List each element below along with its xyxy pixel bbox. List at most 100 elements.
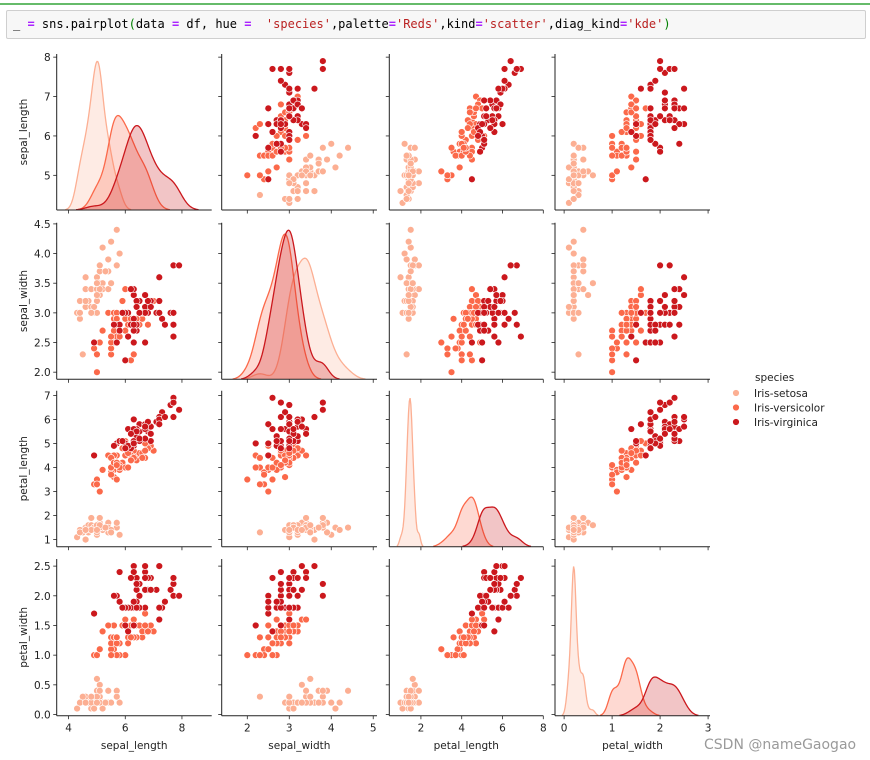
scatter-point [302,615,310,624]
scatter-point [264,104,272,113]
scatter-point [130,350,138,359]
scatter-point [264,598,272,606]
scatter-point [319,167,327,176]
scatter-point [449,633,458,642]
scatter-point [293,574,302,582]
scatter-point [298,422,306,431]
scatter-point [113,475,121,484]
scatter-point [264,451,272,460]
scatter-point [285,639,293,647]
scatter-point [570,291,578,299]
kde-fill-Iris-setosa [389,398,544,547]
scatter-point [627,332,635,341]
scatter-point [310,562,319,570]
scatter-point [323,155,331,164]
plot-area [558,566,707,716]
scatter-point [474,309,482,317]
scatter-point [447,368,456,376]
scatter-point [488,603,497,612]
scatter-point [402,195,411,203]
x-tick-label: 4 [65,723,72,735]
scatter-point [517,574,525,582]
subplot-petal_width-vs-sepal_length: 4 6 8 0.0 0.5 1.0 1.5 2.0 2.5 sepal_length petal_w… [18,559,212,752]
scatter-point [656,406,664,414]
scatter-point [115,698,124,707]
scatter-point [462,621,470,630]
scatter-point [298,171,306,180]
scatter-point [81,526,90,534]
scatter-point [402,255,411,264]
scatter-point [511,309,519,317]
code-cell-input[interactable]: _ = sns.pairplot(data = df, hue = 'speci… [6,10,866,39]
scatter-point [617,332,626,341]
scatter-point [285,112,293,120]
scatter-point [302,687,310,695]
scatter-point [110,442,118,450]
scatter-point [293,84,302,93]
scatter-point [285,627,293,636]
scatter-point [256,693,264,701]
scatter-point [335,698,344,707]
scatter-point [500,321,509,329]
code-token: = [171,17,180,31]
scatter-point [264,420,272,428]
scatter-point [298,104,306,113]
scatter-point [570,187,578,195]
scatter-point [132,303,141,311]
scatter-point [293,136,302,144]
scatter-point [277,461,285,469]
scatter-point [264,144,272,152]
scatter-point [138,454,146,462]
scatter-point [141,621,149,630]
scatter-point [115,531,124,539]
scatter-point [285,401,293,409]
x-tick-label: 8 [179,723,186,735]
scatter-point [127,574,135,582]
scatter-point [570,514,578,522]
scatter-point [494,338,503,347]
y-tick-label: 6 [44,414,51,426]
x-tick-label: 3 [705,723,712,735]
scatter-point [135,592,144,600]
scatter-point [665,261,674,270]
scatter-point [277,633,285,642]
scatter-point [107,528,115,537]
scatter-point [264,167,272,176]
scatter-point [632,148,640,156]
scatter-point [344,687,352,695]
scatter-point [646,309,655,317]
scatter-point [451,151,460,160]
scatter-point [81,273,90,281]
scatter-point [298,681,306,689]
scatter-point [574,144,583,152]
scatter-point [144,297,152,305]
scatter-point [506,592,515,600]
legend-entry: Iris-versicolor [754,403,825,415]
scatter-point [327,698,335,707]
code-token: = [475,17,483,31]
legend-entry: Iris-setosa [754,388,808,400]
scatter-point [570,195,578,203]
scatter-point [617,128,626,136]
scatter-point [396,273,405,281]
scatter-point [113,693,121,701]
scatter-point [500,273,509,281]
scatter-point [680,413,688,421]
scatter-point [570,237,578,246]
scatter-point [319,406,327,414]
scatter-point [141,562,149,570]
scatter-point [646,104,655,113]
scatter-point [277,621,285,630]
scatter-point [285,136,293,144]
scatter-point [617,151,626,160]
scatter-point [264,487,272,496]
kde-line-Iris-virginica [619,676,699,716]
scatter-point [298,698,306,707]
kde-line-Iris-virginica [462,506,532,547]
scatter-point [272,437,281,445]
y-tick-label: 2.0 [34,591,51,603]
y-tick-label: 5 [44,170,51,182]
scatter-point [127,456,135,464]
y-tick-label: 7 [44,390,51,402]
scatter-point [264,621,272,630]
